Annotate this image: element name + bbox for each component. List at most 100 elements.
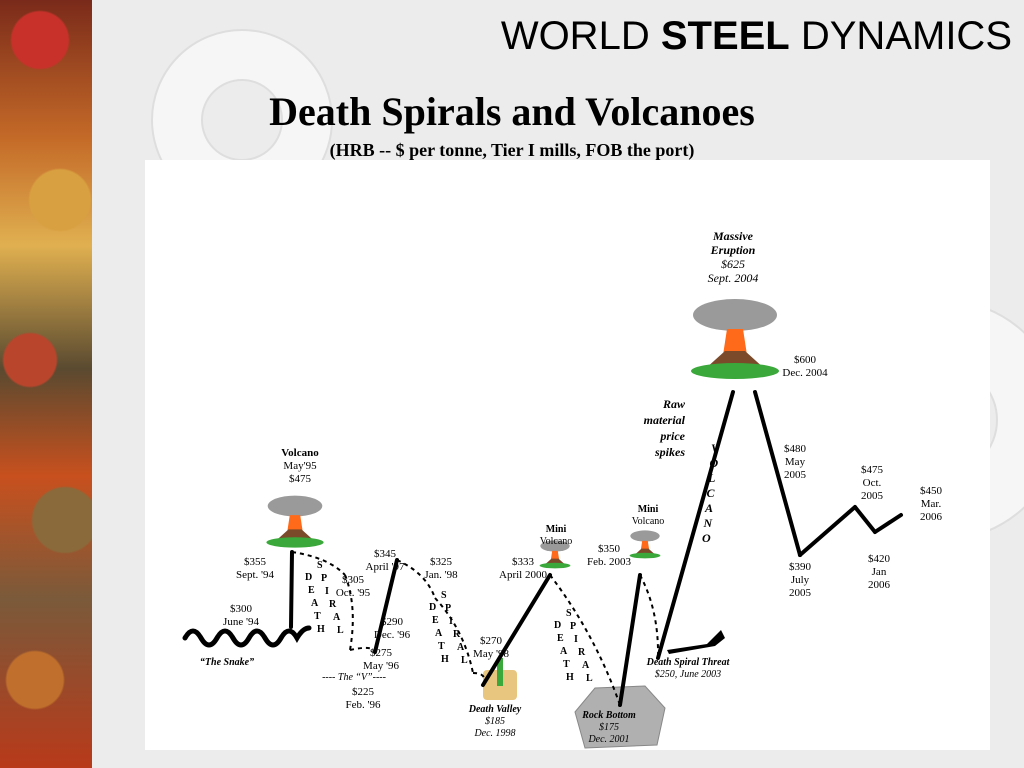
raw-material-line: price bbox=[659, 429, 685, 443]
point-label-line: $290 bbox=[381, 616, 404, 628]
massive-volcano-2004-grass bbox=[691, 363, 779, 379]
point-label-line: $475 bbox=[289, 473, 312, 485]
point-label-line: Oct. '95 bbox=[336, 587, 371, 599]
spiral-letter: A bbox=[435, 628, 443, 639]
mini-volcano-2000-grass bbox=[539, 562, 571, 569]
point-label-p-jan06: $420 Jan 2006 bbox=[868, 553, 891, 591]
price-segment-5 bbox=[753, 390, 802, 557]
point-label-p-apr97: $345 April '97 bbox=[366, 548, 405, 573]
point-label-line: $225 bbox=[352, 686, 375, 698]
point-label-p-oct05: $475 Oct. 2005 bbox=[861, 464, 884, 502]
point-label-p-sep94: $355 Sept. '94 bbox=[236, 556, 275, 581]
point-label-p-feb96: $225 Feb. '96 bbox=[346, 686, 381, 711]
point-label-p-may96: $275 May '96 bbox=[363, 647, 399, 672]
chart-decorations bbox=[266, 299, 779, 749]
point-label-p-oct95: $305 Oct. '95 bbox=[336, 574, 371, 599]
price-line-segments bbox=[182, 390, 903, 707]
spiral-segment-1 bbox=[344, 574, 354, 651]
point-label-line: $390 bbox=[789, 561, 812, 573]
raw-material-line: spikes bbox=[654, 445, 685, 459]
rock-bottom-icon bbox=[574, 685, 666, 749]
spiral-segment-4 bbox=[434, 597, 474, 674]
mini-volcano-2003-ash-cloud bbox=[630, 530, 660, 542]
spiral-letter: P bbox=[321, 573, 327, 584]
point-label-p-jun03: Death Spiral Threat $250, June 2003 bbox=[646, 657, 731, 680]
point-label-line: $325 bbox=[430, 556, 453, 568]
price-segment-8 bbox=[853, 505, 877, 534]
point-label-p-jul05: $390 July 2005 bbox=[789, 561, 812, 599]
point-label-line: 2006 bbox=[868, 579, 891, 591]
point-label-line: $480 bbox=[784, 443, 807, 455]
brand-wordmark: WORLD STEEL DYNAMICS bbox=[501, 14, 1012, 59]
point-label-line: Jan bbox=[872, 566, 887, 578]
spiral-letter: L bbox=[586, 673, 593, 684]
massive-volcano-2004-lava bbox=[723, 329, 747, 355]
point-label-line: $250, June 2003 bbox=[655, 669, 721, 680]
point-label-line: Dec. '96 bbox=[374, 629, 411, 641]
spiral-segment-6 bbox=[549, 574, 621, 706]
point-label-line: Feb. '96 bbox=[346, 699, 381, 711]
point-label-p-sep04: Massive Eruption $625 Sept. 2004 bbox=[708, 229, 759, 285]
spiral-letter: R bbox=[578, 647, 586, 658]
dotted-segments bbox=[291, 551, 660, 706]
spiral-segment-3 bbox=[396, 559, 436, 599]
volcano-letter: A bbox=[704, 501, 713, 515]
page-subtitle: (HRB -- $ per tonne, Tier I mills, FOB t… bbox=[329, 140, 695, 160]
point-label-line: Sept. 2004 bbox=[708, 271, 759, 285]
mini-volcano-2000 bbox=[539, 540, 571, 569]
snake-line bbox=[182, 625, 312, 648]
point-label-line: Eruption bbox=[710, 243, 756, 257]
volcano-letter: N bbox=[703, 516, 714, 530]
raw-material-line: material bbox=[644, 413, 686, 427]
price-segment-1 bbox=[373, 558, 399, 654]
point-label-p-may05: $480 May 2005 bbox=[784, 443, 807, 481]
point-label-line: $275 bbox=[370, 647, 393, 659]
point-label-line: Volcano bbox=[540, 536, 573, 547]
point-label-p-dec04: $600 Dec. 2004 bbox=[782, 354, 828, 379]
point-label-line: Dec. 2004 bbox=[782, 367, 828, 379]
cactus-icon bbox=[497, 658, 503, 686]
point-label-p-feb03: $350 Feb. 2003 bbox=[587, 543, 632, 568]
spiral-letter: A bbox=[582, 660, 590, 671]
spiral-letter: H bbox=[441, 654, 449, 665]
spiral-letter: H bbox=[566, 672, 574, 683]
spiral-letter: E bbox=[308, 585, 315, 596]
point-label-line: Dec. 2001 bbox=[587, 734, 629, 745]
point-label-line: 2005 bbox=[861, 490, 884, 502]
spiral-letter: E bbox=[432, 615, 439, 626]
point-label-p-jun94: $300 June '94 bbox=[223, 603, 259, 628]
brand-world: WORLD bbox=[500, 14, 650, 58]
spiral-letter: I bbox=[574, 634, 578, 645]
mini-volcano-2003-grass bbox=[629, 552, 661, 559]
spiral-letter: S bbox=[566, 608, 572, 619]
spiral-letter: P bbox=[570, 621, 576, 632]
page-title: Death Spirals and Volcanoes bbox=[269, 89, 755, 134]
point-label-p-minivol2: Mini Volcano bbox=[632, 504, 665, 527]
snake-label: “The Snake” bbox=[200, 657, 254, 668]
spiral-letter: I bbox=[449, 616, 453, 627]
point-label-line: $333 bbox=[512, 556, 535, 568]
point-label-p-dec98: Death Valley $185 Dec. 1998 bbox=[468, 704, 522, 739]
point-label-p-minivol1: Mini Volcano bbox=[540, 524, 573, 547]
point-label-line: Mini bbox=[638, 504, 659, 515]
point-label-line: $600 bbox=[794, 354, 817, 366]
spiral-letter: P bbox=[445, 603, 451, 614]
point-label-p-jan98: $325 Jan. '98 bbox=[424, 556, 458, 581]
point-label-line: Death Valley bbox=[468, 704, 522, 715]
point-label-line: Mar. bbox=[921, 498, 942, 510]
spiral-segment-7 bbox=[639, 574, 660, 659]
decorative-side-stripe bbox=[0, 0, 92, 768]
spiral-letter: R bbox=[453, 629, 461, 640]
point-label-line: April 2000 bbox=[499, 569, 547, 581]
point-label-line: Oct. bbox=[863, 477, 882, 489]
v-label: ---- The “V”---- bbox=[322, 672, 386, 683]
point-label-line: May'95 bbox=[283, 460, 317, 472]
point-label-line: $625 bbox=[721, 257, 745, 271]
point-label-line: Jan. '98 bbox=[424, 569, 458, 581]
spiral-letter: D bbox=[305, 572, 312, 583]
spiral-letter: H bbox=[317, 624, 325, 635]
spiral-letter: R bbox=[329, 599, 337, 610]
brand-dynamics: DYNAMICS bbox=[800, 14, 1012, 58]
